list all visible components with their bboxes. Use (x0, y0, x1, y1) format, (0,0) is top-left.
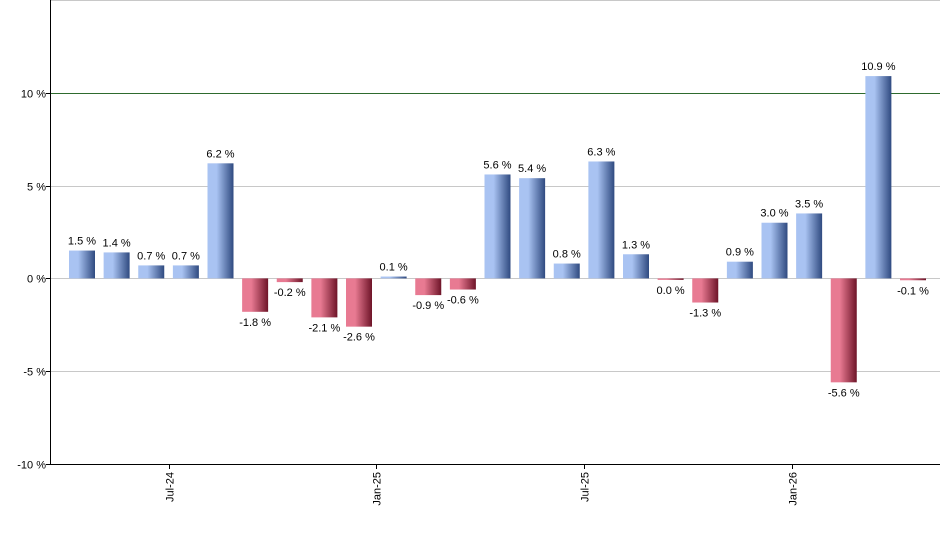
data-label: -1.3 % (689, 308, 721, 320)
data-label: -5.6 % (828, 387, 860, 399)
bar (830, 278, 857, 383)
bar (242, 278, 269, 312)
data-label: 5.6 % (483, 159, 511, 171)
bar (761, 222, 788, 279)
bar (588, 161, 615, 279)
x-tick-label: Jul-24 (165, 472, 177, 502)
bar (311, 278, 338, 318)
data-label: 0.8 % (553, 249, 581, 261)
data-label: 0.9 % (726, 247, 754, 259)
bar (276, 278, 303, 283)
data-label: 6.2 % (206, 148, 234, 160)
y-tick-label: 0 % (27, 274, 46, 286)
data-label: -0.9 % (412, 300, 444, 312)
y-tick-label: -10 % (17, 460, 46, 472)
bar (138, 265, 165, 279)
data-label: 3.0 % (760, 208, 788, 220)
bar (69, 250, 95, 279)
bar (172, 265, 199, 279)
bar (103, 252, 130, 279)
bar (692, 278, 719, 303)
y-tick-label: 5 % (27, 182, 46, 194)
bar (449, 278, 476, 290)
data-label: 0.0 % (657, 285, 685, 297)
data-label: 5.4 % (518, 163, 546, 175)
data-label: 6.3 % (587, 146, 615, 158)
bar (415, 278, 442, 296)
bar (484, 174, 511, 279)
data-label: 0.7 % (172, 250, 200, 262)
data-label: -0.1 % (897, 285, 929, 297)
data-label: -2.1 % (308, 322, 340, 334)
bar (865, 76, 892, 279)
data-label: 1.4 % (103, 237, 131, 249)
bar (657, 278, 684, 280)
y-tick-label: -5 % (23, 367, 46, 379)
bar (519, 178, 546, 279)
x-tick-label: Jan-26 (788, 472, 800, 506)
data-label: 0.1 % (380, 262, 408, 274)
bar (207, 163, 234, 279)
data-label: 10.9 % (861, 61, 895, 73)
data-label: -2.6 % (343, 332, 375, 344)
data-label: -1.8 % (239, 317, 271, 329)
x-tick-label: Jul-25 (580, 472, 592, 502)
bar (553, 263, 580, 279)
data-label: 1.3 % (622, 239, 650, 251)
bar (796, 213, 823, 279)
data-label: 1.5 % (68, 236, 96, 248)
data-label: 3.5 % (795, 198, 823, 210)
x-tick-label: Jan-25 (372, 472, 384, 506)
y-tick-label: 10 % (21, 89, 46, 101)
data-label: -0.6 % (447, 295, 479, 307)
bar (346, 278, 372, 327)
bar (726, 261, 753, 279)
bar (900, 278, 926, 281)
data-label: -0.2 % (274, 287, 306, 299)
data-label: 0.7 % (137, 250, 165, 262)
bar (380, 276, 407, 279)
bar (623, 254, 649, 279)
